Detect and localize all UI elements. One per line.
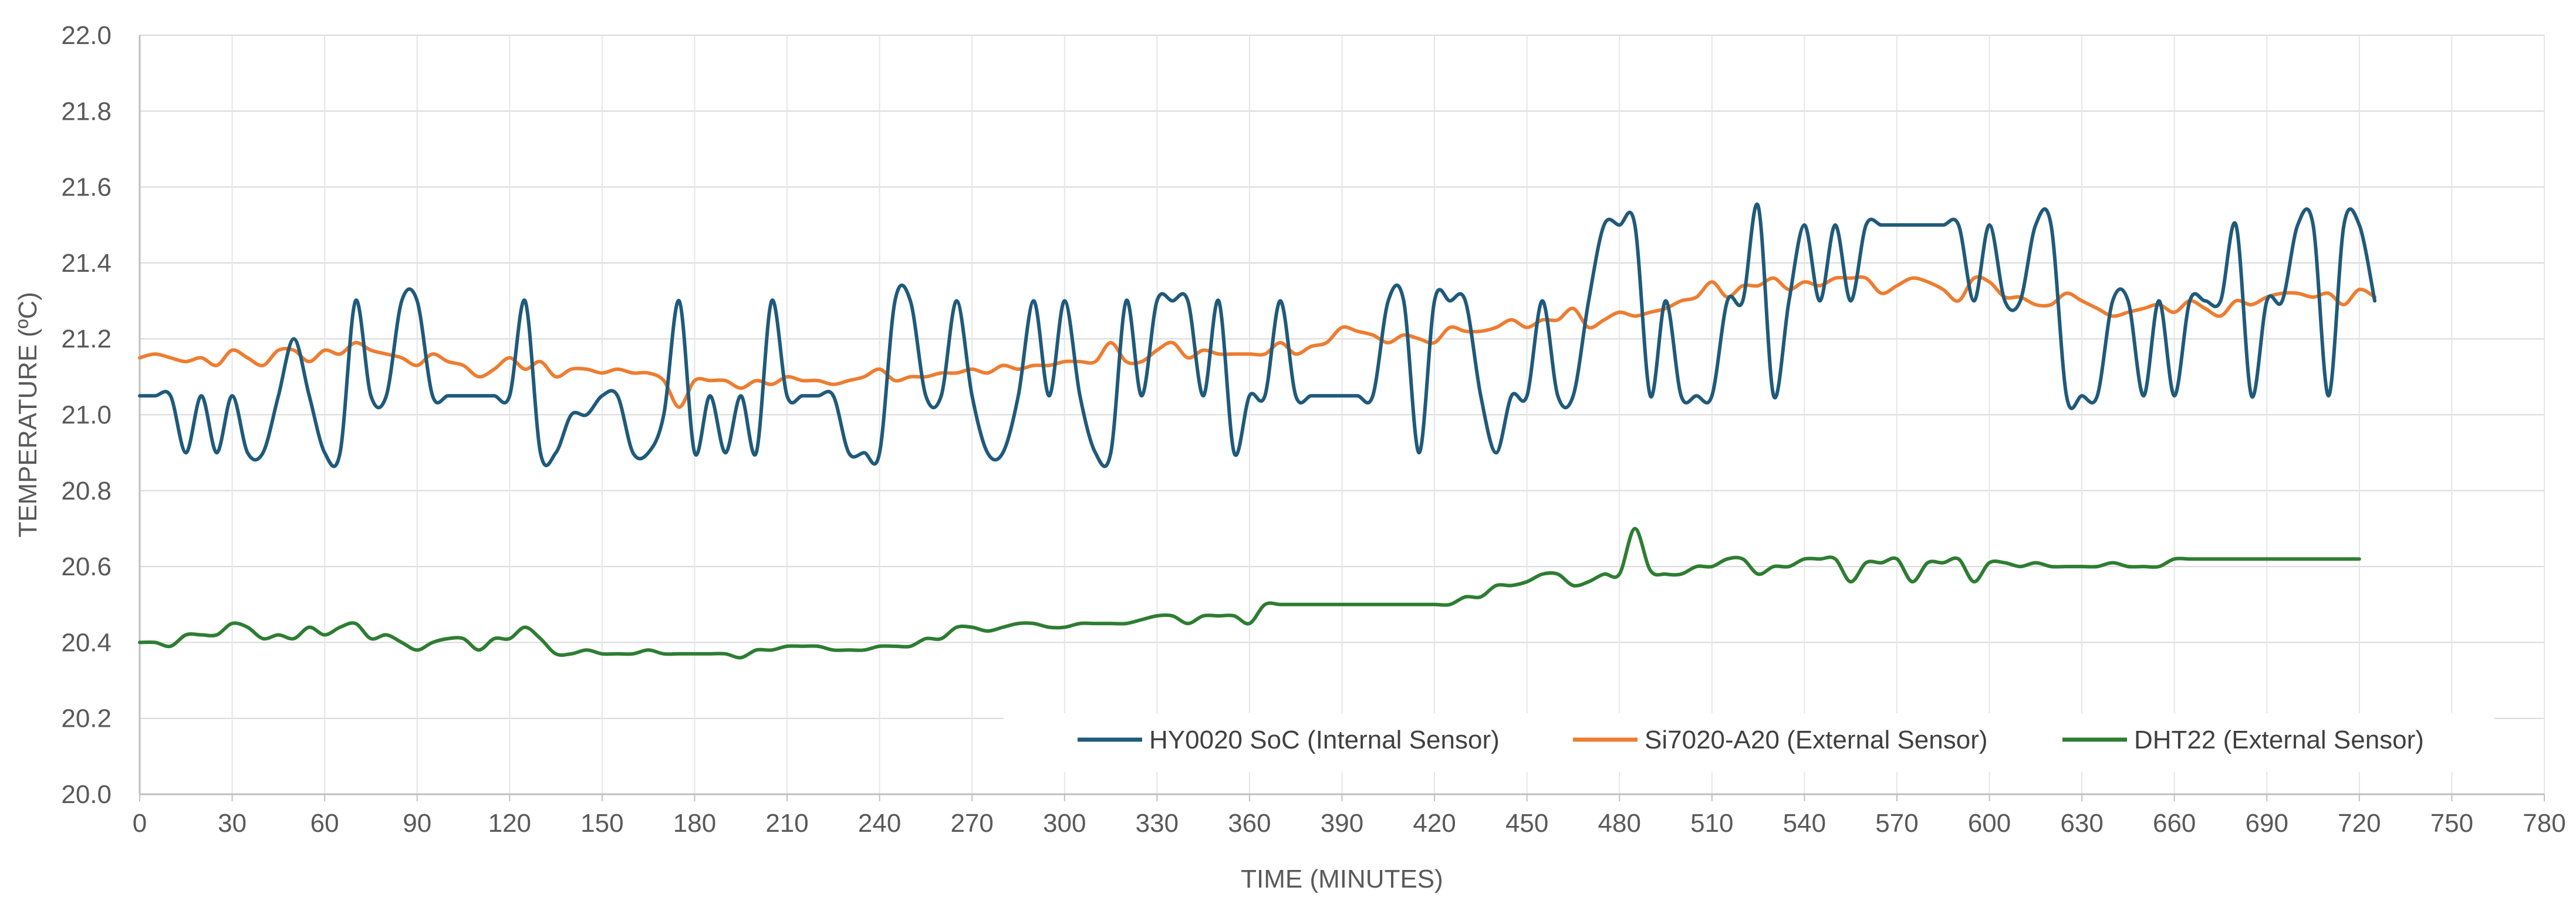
x-tick-label: 510 [1690,809,1733,838]
x-tick-label: 780 [2523,809,2565,838]
x-tick-label: 210 [765,809,808,838]
y-axis-title: TEMPERATURE (ºC) [13,292,42,538]
y-tick-label: 21.8 [61,97,112,126]
y-tick-label: 20.8 [61,477,112,505]
series-layer [138,202,2377,660]
series-line-2 [138,527,2361,660]
x-tick-label: 630 [2060,809,2103,838]
x-tick-label: 570 [1875,809,1918,838]
x-tick-label: 420 [1413,809,1456,838]
y-tick-label: 20.4 [61,628,112,657]
y-tick-label: 20.2 [61,704,112,733]
x-tick-label: 60 [310,809,339,838]
x-tick-label: 150 [580,809,623,838]
y-tick-label: 21.4 [61,249,112,278]
x-tick-label: 600 [1968,809,2011,838]
axis-layer: 20.0 20.2 20.4 20.6 20.8 21.0 21.2 21.4 21.6 21.8… [61,21,2565,838]
legend-label-2: DHT22 (External Sensor) [2134,726,2424,754]
series-line-1 [138,275,2377,409]
x-tick-label: 750 [2430,809,2473,838]
x-tick-label: 450 [1505,809,1548,838]
x-tick-label: 270 [950,809,993,838]
x-tick-label: 720 [2338,809,2381,838]
x-tick-label: 540 [1783,809,1826,838]
x-tick-label: 0 [133,809,147,838]
x-tick-label: 390 [1321,809,1363,838]
y-tick-label: 21.0 [61,401,112,430]
y-tick-label: 20.6 [61,552,112,581]
x-tick-label: 360 [1228,809,1271,838]
y-tick-label: 21.6 [61,173,112,202]
grid-layer [139,35,2545,795]
legend: HY0020 SoC (Internal Sensor) Si7020-A20 (… [1004,713,2494,772]
x-tick-label: 240 [858,809,901,838]
x-tick-label: 120 [488,809,531,838]
x-tick-label: 180 [673,809,716,838]
x-tick-label: 660 [2153,809,2196,838]
y-tick-label: 22.0 [61,21,112,50]
legend-label-0: HY0020 SoC (Internal Sensor) [1149,726,1500,754]
y-tick-label: 20.0 [61,780,112,809]
x-tick-label: 90 [403,809,431,838]
legend-background [1004,713,2494,772]
x-tick-label: 330 [1136,809,1179,838]
y-tick-label: 21.2 [61,325,112,353]
x-tick-label: 690 [2246,809,2288,838]
x-tick-label: 300 [1043,809,1086,838]
legend-label-1: Si7020-A20 (External Sensor) [1645,726,1988,754]
x-tick-label: 30 [218,809,247,838]
x-axis-title: TIME (MINUTES) [1241,865,1443,893]
x-tick-label: 480 [1598,809,1641,838]
series-line-0 [138,202,2377,468]
